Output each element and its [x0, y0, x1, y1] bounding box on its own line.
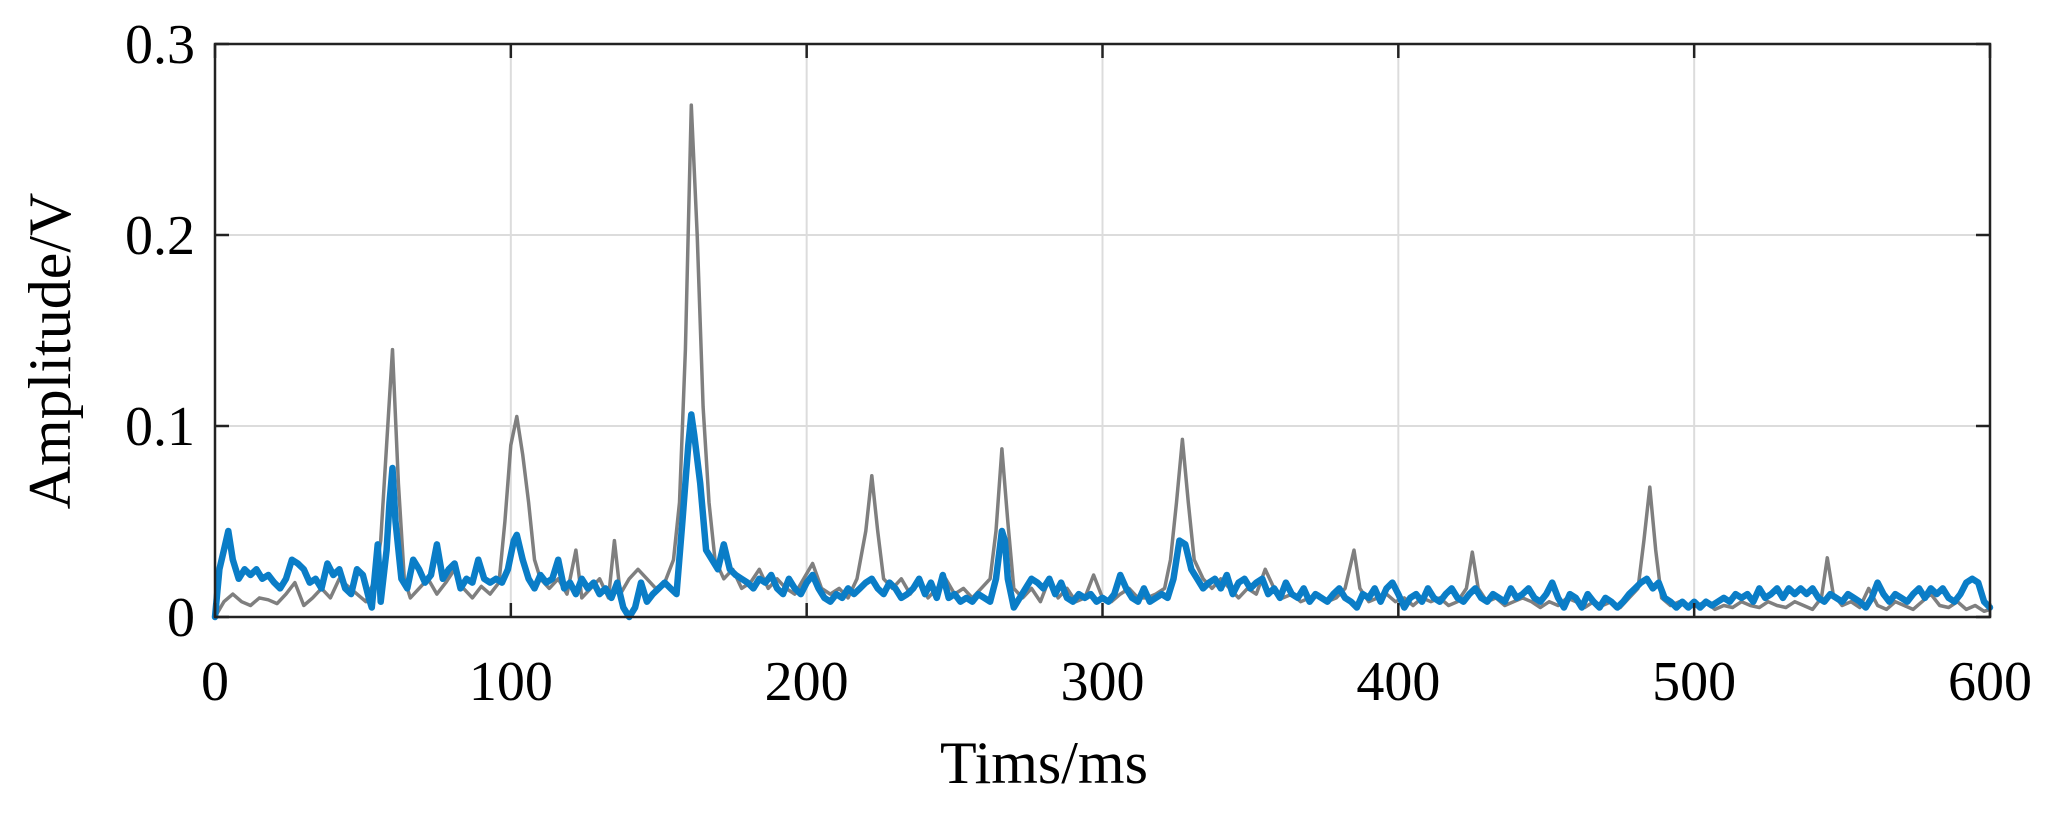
x-axis-title: Tims/ms: [940, 730, 1148, 796]
y-tick-label-0: 0: [167, 587, 195, 649]
plot-frame: [213, 42, 1992, 619]
x-tick-label-5: 500: [1652, 651, 1736, 713]
x-tick-label-2: 200: [765, 651, 849, 713]
y-tick-label-2: 0.2: [125, 205, 195, 267]
x-tick-label-1: 100: [469, 651, 553, 713]
y-tick-label-1: 0.1: [125, 396, 195, 458]
x-tick-label-3: 300: [1061, 651, 1145, 713]
y-axis-title: Amplitude/V: [17, 193, 83, 510]
grid: [215, 44, 1990, 617]
series-line-1: [211, 411, 1994, 621]
x-tick-label-0: 0: [201, 651, 229, 713]
x-tick-label-6: 600: [1948, 651, 2032, 713]
y-tick-label-3: 0.3: [125, 14, 195, 76]
series-lines: [211, 103, 1994, 621]
x-tick-label-4: 400: [1356, 651, 1440, 713]
tick-labels: 0 100 200 300 400 500 600 0 0.1 0.2 0.3: [125, 14, 2032, 713]
